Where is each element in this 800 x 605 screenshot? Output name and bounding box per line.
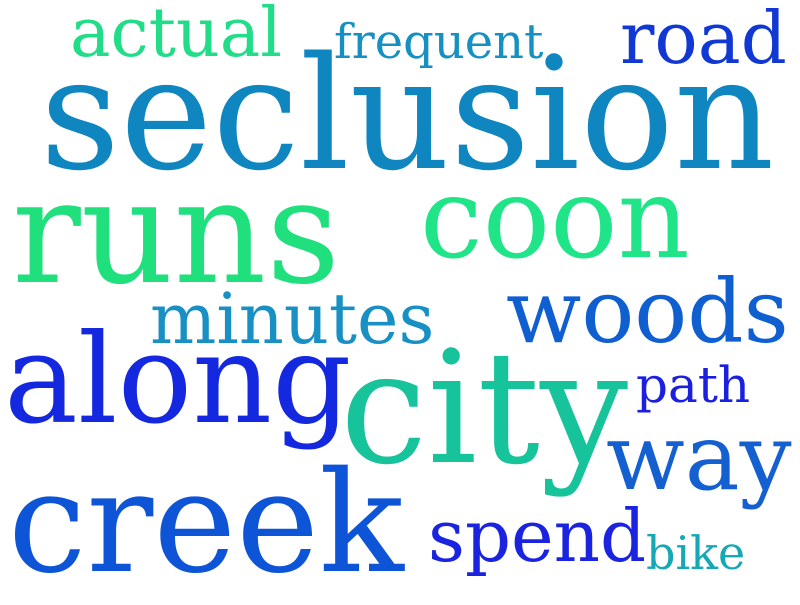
word-woods: woods — [506, 260, 789, 363]
word-seclusion: seclusion — [40, 23, 775, 205]
word-way: way — [606, 404, 792, 511]
word-bike: bike — [646, 526, 746, 580]
word-road: road — [620, 0, 787, 80]
word-along: along — [4, 308, 352, 452]
word-runs: runs — [12, 148, 341, 316]
word-actual: actual — [70, 0, 283, 73]
word-city: city — [340, 317, 629, 499]
word-minutes: minutes — [150, 278, 435, 360]
word-path: path — [636, 356, 751, 414]
word-coon: coon — [420, 154, 690, 284]
word-creek: creek — [8, 442, 404, 605]
word-spend: spend — [428, 494, 647, 578]
word-frequent: frequent — [334, 14, 544, 70]
